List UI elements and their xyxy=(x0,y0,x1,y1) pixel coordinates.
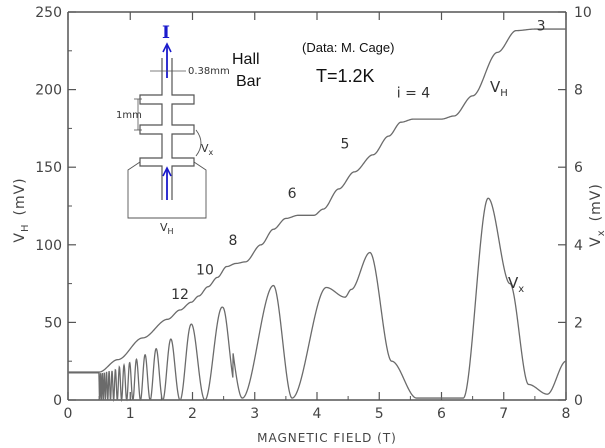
plateau-label: 12 xyxy=(171,287,189,303)
y-right-tick-label: 8 xyxy=(574,83,583,99)
y-left-tick-label: 0 xyxy=(53,393,62,409)
y-left-tick-label: 100 xyxy=(35,238,62,254)
temperature-note: T=1.2K xyxy=(316,66,375,86)
width-dim-label: 0.38mm xyxy=(188,66,230,77)
y-left-title-sub: H xyxy=(20,224,31,233)
hall-bar-label-line1: Hall xyxy=(232,51,260,68)
series-label-vh-main: V xyxy=(490,78,501,96)
y-left-tick-label: 200 xyxy=(35,83,62,99)
x-tick-label: 4 xyxy=(313,406,322,422)
vx-inset-label: Vx xyxy=(201,142,214,157)
y-right-tick-label: 4 xyxy=(574,238,583,254)
x-tick-label: 0 xyxy=(64,406,73,422)
vx-bracket xyxy=(195,129,202,157)
series-line-vx xyxy=(68,197,567,403)
series-label-vx-main: V xyxy=(508,274,519,292)
y-left-tick-label: 50 xyxy=(44,315,62,331)
y-left-tick-label: 250 xyxy=(35,5,62,21)
plateau-labels: 3 i = 4 5 6 8 10 12 xyxy=(171,19,545,303)
x-tick-label: 7 xyxy=(499,406,508,422)
y-axis-right-title: Vx (mV) xyxy=(588,183,605,247)
x-tick-label: 2 xyxy=(188,406,197,422)
data-source-note: (Data: M. Cage) xyxy=(302,40,394,55)
current-arrowhead-top xyxy=(162,42,172,53)
current-label: I xyxy=(162,23,170,43)
plateau-label: 6 xyxy=(288,186,297,202)
svg-text:VH(mV): VH (mV) xyxy=(12,177,31,242)
y-right-tick-label: 6 xyxy=(574,160,583,176)
plateau-label: 8 xyxy=(229,233,238,249)
y-right-tick-label: 10 xyxy=(574,5,592,21)
x-axis-title: MAGNETIC FIELD (T) xyxy=(257,431,397,445)
y-right-title-sub: x xyxy=(596,229,605,236)
y-right-title-unit: (mV) xyxy=(588,183,604,221)
vx-inset-main: V xyxy=(201,142,209,155)
vh-inset-label: VH xyxy=(160,221,174,236)
x-tick-label: 8 xyxy=(562,406,571,422)
vh-inset-sub: H xyxy=(168,227,174,236)
hall-bar-label-line2: Bar xyxy=(236,73,262,90)
length-dim-label: 1mm xyxy=(116,110,142,121)
y-right-tick-label: 2 xyxy=(574,315,583,331)
y-right-title-main: V xyxy=(588,236,604,247)
current-arrowhead-bottom xyxy=(162,166,172,177)
series-line-vh xyxy=(68,28,566,373)
hall-bar-outline xyxy=(139,58,195,200)
hall-bar-inset: I 0.38mm 1mm Vx VH xyxy=(116,23,230,236)
series-label-vh: VH xyxy=(490,78,508,99)
y-axis-left-title: VH (mV) xyxy=(12,177,31,242)
series-label-vx-sub: x xyxy=(518,284,524,295)
y-right-tick-label: 0 xyxy=(574,393,583,409)
plateau-label: 10 xyxy=(196,262,214,278)
plateau-label: 3 xyxy=(537,19,546,35)
plateau-label: 5 xyxy=(341,137,350,153)
x-tick-label: 3 xyxy=(250,406,259,422)
x-tick-label: 5 xyxy=(375,406,384,422)
x-tick-label: 1 xyxy=(126,406,135,422)
x-tick-label: 6 xyxy=(437,406,446,422)
vx-inset-sub: x xyxy=(209,148,214,157)
vh-inset-main: V xyxy=(160,221,168,234)
svg-text:Vx(mV): Vx (mV) xyxy=(588,183,605,247)
y-left-title-main: V xyxy=(12,232,28,243)
y-left-tick-label: 150 xyxy=(35,160,62,176)
series-label-vh-sub: H xyxy=(500,88,508,99)
plateau-label: i = 4 xyxy=(397,85,431,101)
series-label-vx: Vx xyxy=(508,274,524,295)
y-left-title-unit: (mV) xyxy=(12,177,28,215)
